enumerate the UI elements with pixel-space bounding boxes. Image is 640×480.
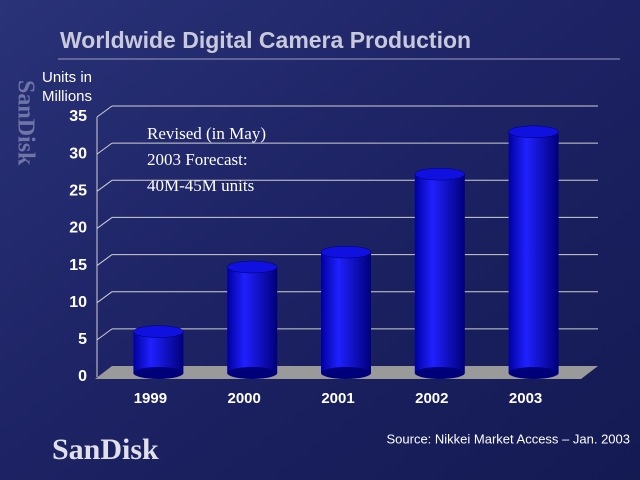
bar-top (508, 125, 559, 139)
bar (508, 131, 559, 373)
bar (414, 174, 465, 373)
grid-line (96, 291, 113, 304)
chart-title: Worldwide Digital Camera Production (60, 27, 471, 53)
annotation: 40M-45M units (147, 176, 254, 195)
bar-base (133, 367, 184, 379)
x-tick-label: 2001 (321, 390, 354, 407)
grid-line (96, 105, 113, 118)
y-tick-label: 25 (69, 183, 87, 200)
bar-top (320, 245, 372, 259)
bar-base (508, 367, 559, 379)
x-tick-label: 2002 (415, 390, 448, 407)
bar (133, 331, 184, 373)
bar-base (414, 367, 465, 379)
grid-line (96, 217, 113, 229)
annotation: 2003 Forecast: (147, 150, 248, 169)
grid-line (96, 142, 113, 155)
grid-line (96, 254, 113, 266)
grid-line (96, 179, 113, 192)
y-tick-label: 0 (78, 368, 87, 385)
y-tick-label: 30 (69, 145, 87, 162)
side-logo: SanDisk (12, 80, 38, 166)
y-tick-label: 20 (69, 220, 87, 237)
y-tick-label: 10 (69, 294, 87, 311)
logo: SanDisk (52, 433, 159, 466)
y-axis-label: Millions (42, 88, 92, 105)
annotation: Revised (in May) (147, 124, 266, 143)
bar-base (227, 367, 278, 379)
source-note: Source: Nikkei Market Access – Jan. 2003 (386, 431, 630, 446)
bar (321, 252, 371, 373)
y-tick-label: 15 (69, 257, 87, 274)
y-tick-label: 35 (69, 108, 87, 125)
y-axis-label: Units in (42, 69, 92, 86)
x-tick-label: 2003 (509, 390, 542, 407)
bar-top (226, 260, 278, 274)
bar-base (321, 367, 371, 379)
grid-line (96, 328, 113, 341)
bar-top (133, 325, 184, 338)
x-tick-label: 2000 (228, 390, 261, 407)
bar (227, 267, 278, 373)
y-tick-label: 5 (78, 331, 87, 348)
bar-top (414, 167, 466, 181)
x-tick-label: 1999 (134, 390, 167, 407)
